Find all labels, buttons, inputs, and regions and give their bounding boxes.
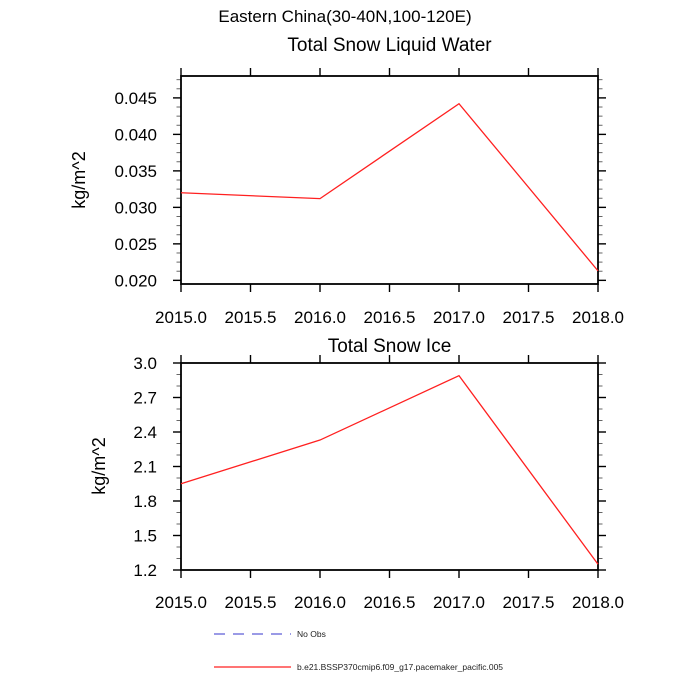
main-title: Eastern China(30-40N,100-120E) [218,7,472,26]
plot-frame [180,362,599,571]
x-tick-label: 2017.5 [503,308,555,327]
y-tick-label: 3.0 [133,354,157,373]
x-tick-label: 2016.5 [364,593,416,612]
y-tick-label: 0.020 [114,271,157,290]
y-tick-label: 0.040 [114,125,157,144]
x-tick-label: 2017.0 [433,308,485,327]
y-tick-label: 0.030 [114,198,157,217]
x-tick-label: 2016.0 [294,308,346,327]
y-tick-label: 2.4 [133,423,157,442]
y-tick-label: 2.1 [133,458,157,477]
legend-line-no-obs [214,633,291,635]
chart-1: 2015.0 2015.5 2016.0 2016.5 2017.0 2017.5 2018… [133,354,624,612]
series-line [180,374,599,565]
series-line [180,102,599,272]
y-tick-label: 1.5 [133,527,157,546]
legend-label-no-obs: No Obs [297,629,326,639]
plot-frame [180,75,599,285]
y-tick-label: 1.8 [133,492,157,511]
chart-title-total-snow-ice: Total Snow Ice [327,336,452,357]
chart-title-total-snow-liquid-water: Total Snow Liquid Water [287,35,492,56]
legend-label-model-run: b.e21.BSSP370cmip6.f09_g17.pacemaker_pac… [297,662,504,672]
x-tick-label: 2016.0 [294,593,346,612]
x-tick-label: 2017.5 [503,593,555,612]
y-tick-label: 0.045 [114,89,157,108]
x-tick-label: 2018.0 [572,593,624,612]
legend-line-model-run [214,666,291,668]
x-tick-label: 2015.0 [155,308,207,327]
x-tick-label: 2015.5 [225,308,277,327]
x-tick-label: 2017.0 [433,593,485,612]
x-tick-label: 2016.5 [364,308,416,327]
chart-0: 2015.0 2015.5 2016.0 2016.5 2017.0 2017.5 2018… [114,68,624,327]
y-tick-label: 2.7 [133,389,157,408]
y-tick-label: 1.2 [133,561,157,580]
x-tick-label: 2018.0 [572,308,624,327]
x-tick-label: 2015.0 [155,593,207,612]
y-tick-label: 0.025 [114,235,157,254]
y-tick-label: 0.035 [114,162,157,181]
x-tick-label: 2015.5 [225,593,277,612]
